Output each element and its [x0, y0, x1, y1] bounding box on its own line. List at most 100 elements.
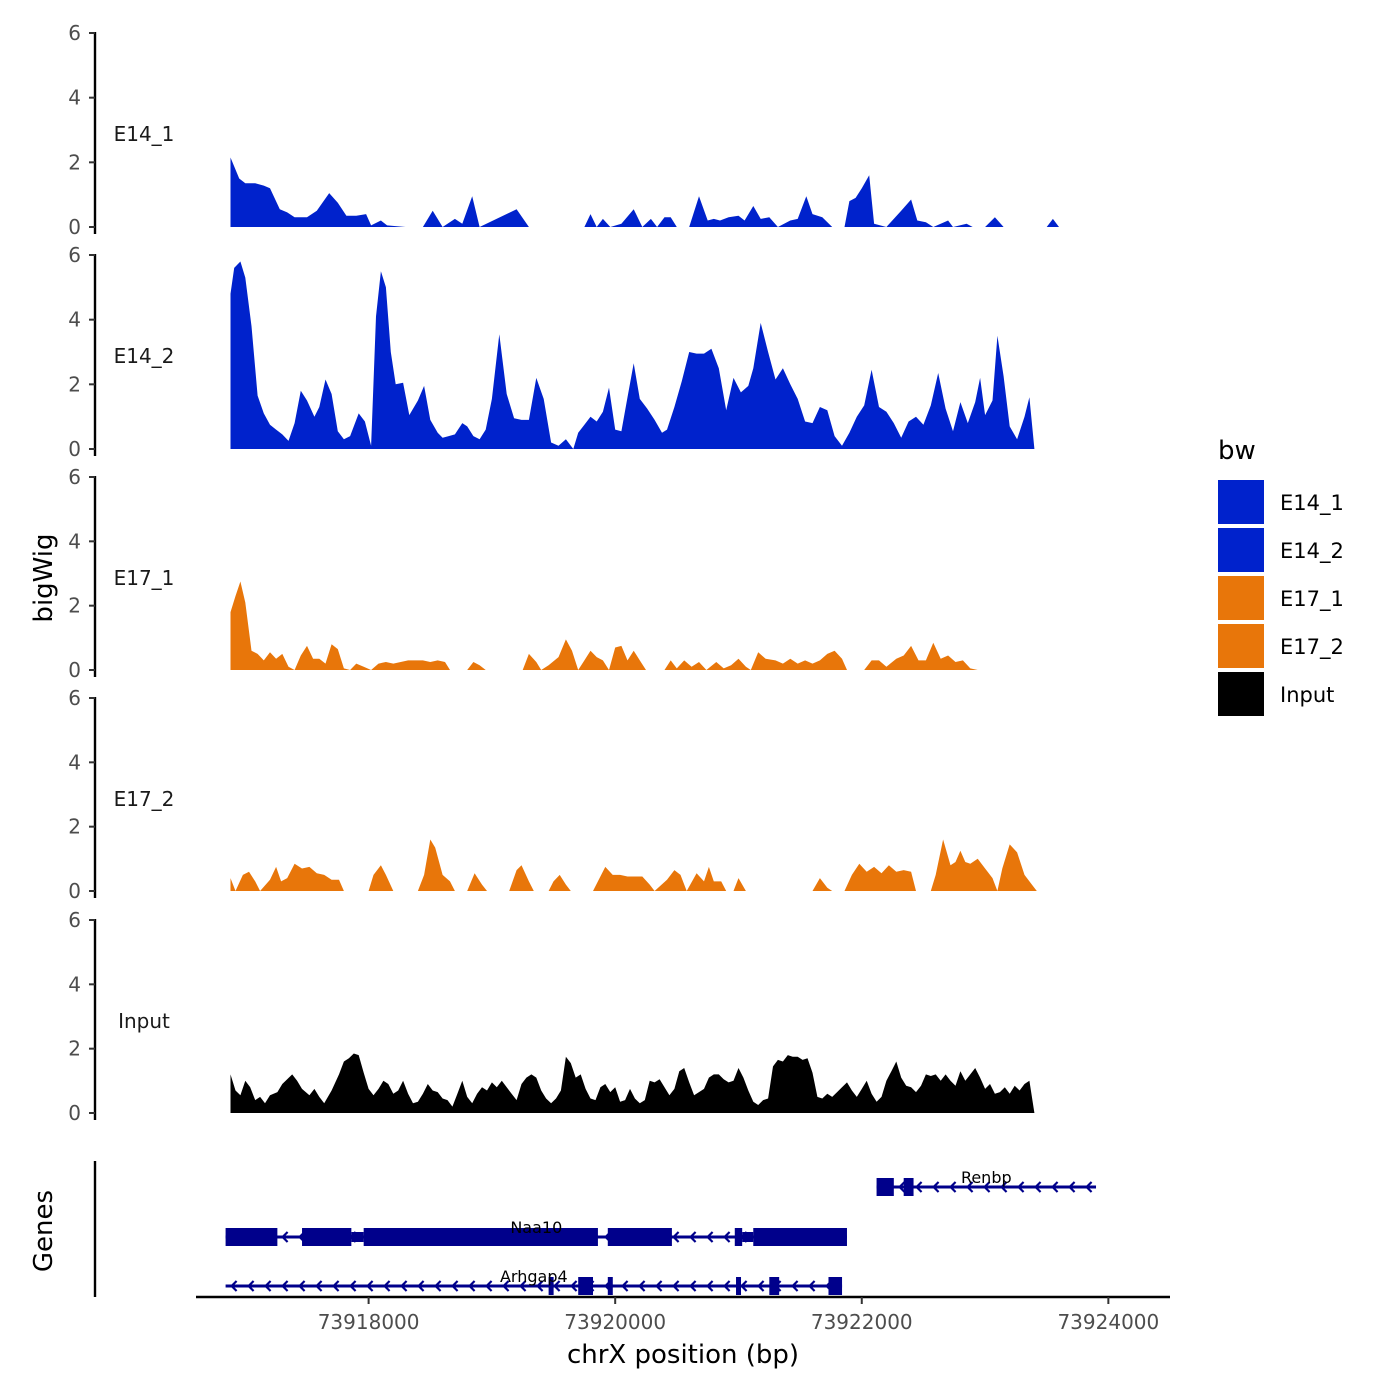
strand-arrow	[1034, 1181, 1042, 1193]
legend-swatch	[1218, 480, 1264, 524]
y-tick-label: 6	[68, 908, 81, 932]
y-tick-label: 6	[68, 465, 81, 489]
signal-tracks: 0 2 4 6 E14_1 0 2 4 6 E14_2 0 2 4 6 E17_1 0 2 4 6 E17_2 0 2 4 6…	[68, 21, 1059, 1125]
legend: bw E14_1 E14_2 E17_1 E17_2 Input	[1218, 436, 1344, 716]
strand-arrow	[689, 1231, 697, 1243]
legend-item-e14-2: E14_2	[1218, 528, 1344, 572]
strand-arrow	[315, 1280, 323, 1292]
y-tick-label: 4	[68, 972, 81, 996]
gene-utr	[351, 1232, 364, 1242]
coverage-area	[230, 839, 1037, 891]
strand-arrow	[915, 1181, 923, 1193]
gene-exon	[548, 1277, 554, 1295]
track-label: E14_1	[114, 122, 175, 146]
legend-swatch	[1218, 672, 1264, 716]
strand-arrow	[247, 1280, 255, 1292]
gene-exon	[903, 1178, 914, 1196]
strand-arrow	[264, 1280, 272, 1292]
gene-annotation-track: Renbp Naa10 Arhgap4	[93, 1161, 1097, 1297]
track-label: E17_1	[114, 566, 175, 590]
coverage-area	[230, 1053, 1035, 1113]
x-tick-label: 73924000	[1057, 1310, 1159, 1334]
strand-arrow	[1085, 1181, 1093, 1193]
track-label: E14_2	[114, 344, 175, 368]
strand-arrow	[898, 1181, 906, 1193]
y-axis-title: bigWig	[29, 533, 59, 622]
strand-arrow	[519, 1280, 527, 1292]
strand-arrow	[723, 1280, 731, 1292]
track-e17-1: 0 2 4 6 E17_1	[68, 465, 978, 682]
y-tick-label: 6	[68, 243, 81, 267]
y-tick-label: 2	[68, 594, 81, 618]
legend-item-e17-1: E17_1	[1218, 576, 1344, 620]
gene-label: Renbp	[961, 1168, 1012, 1187]
strand-arrow	[808, 1280, 816, 1292]
y-tick-label: 4	[68, 86, 81, 110]
track-e17-2: 0 2 4 6 E17_2	[68, 686, 1037, 903]
gene-exon	[363, 1228, 598, 1246]
y-tick-label: 2	[68, 150, 81, 174]
gene-utr	[742, 1232, 754, 1242]
strand-arrow	[400, 1280, 408, 1292]
strand-arrow	[706, 1231, 714, 1243]
strand-arrow	[451, 1280, 459, 1292]
x-axis-title: chrX position (bp)	[567, 1340, 799, 1370]
strand-arrow	[672, 1280, 680, 1292]
legend-item-e17-2: E17_2	[1218, 624, 1344, 668]
strand-arrow	[672, 1231, 680, 1243]
y-tick-label: 0	[68, 879, 81, 903]
strand-arrow	[468, 1280, 476, 1292]
gene-exon	[607, 1277, 613, 1295]
y-tick-label: 0	[68, 1101, 81, 1125]
strand-arrow	[791, 1280, 799, 1292]
strand-arrow	[366, 1280, 374, 1292]
x-axis: 73918000 73920000 73922000 73924000	[196, 1295, 1170, 1334]
x-tick-label: 73918000	[318, 1310, 420, 1334]
legend-label: E17_1	[1280, 587, 1344, 612]
legend-item-input: Input	[1218, 672, 1334, 716]
legend-swatch	[1218, 624, 1264, 668]
gene-arhgap4: Arhgap4	[225, 1267, 843, 1295]
track-input: 0 2 4 6 Input	[68, 908, 1035, 1125]
y-tick-label: 4	[68, 529, 81, 553]
y-tick-label: 2	[68, 1037, 81, 1061]
x-tick-label: 73922000	[811, 1310, 913, 1334]
gene-label: Arhgap4	[500, 1267, 568, 1286]
strand-arrow	[485, 1280, 493, 1292]
legend-item-e14-1: E14_1	[1218, 480, 1344, 524]
strand-arrow	[1017, 1181, 1025, 1193]
legend-swatch	[1218, 576, 1264, 620]
gene-exon	[225, 1228, 278, 1246]
y-tick-label: 4	[68, 750, 81, 774]
strand-arrow	[966, 1181, 974, 1193]
y-tick-label: 0	[68, 658, 81, 682]
strand-arrow	[757, 1280, 765, 1292]
y-tick-label: 2	[68, 815, 81, 839]
strand-arrow	[536, 1280, 544, 1292]
y-tick-label: 0	[68, 437, 81, 461]
x-tick-label: 73920000	[564, 1310, 666, 1334]
strand-arrow	[949, 1181, 957, 1193]
y-tick-label: 2	[68, 372, 81, 396]
strand-arrow	[434, 1280, 442, 1292]
strand-arrow	[655, 1280, 663, 1292]
y-tick-label: 6	[68, 21, 81, 45]
strand-arrow	[740, 1280, 748, 1292]
gene-exon	[828, 1277, 843, 1295]
gene-exon	[607, 1228, 672, 1246]
legend-swatch	[1218, 528, 1264, 572]
gene-exon	[578, 1277, 593, 1295]
legend-label: E14_2	[1280, 539, 1344, 564]
strand-arrow	[638, 1280, 646, 1292]
strand-arrow	[281, 1280, 289, 1292]
strand-arrow	[1000, 1181, 1008, 1193]
legend-label: E17_2	[1280, 635, 1344, 660]
coverage-area	[230, 261, 1035, 449]
gene-exon	[753, 1228, 847, 1246]
y-tick-label: 6	[68, 686, 81, 710]
gene-renbp: Renbp	[876, 1168, 1097, 1196]
strand-arrow	[689, 1280, 697, 1292]
gene-exon	[876, 1178, 894, 1196]
track-label: Input	[118, 1009, 170, 1033]
